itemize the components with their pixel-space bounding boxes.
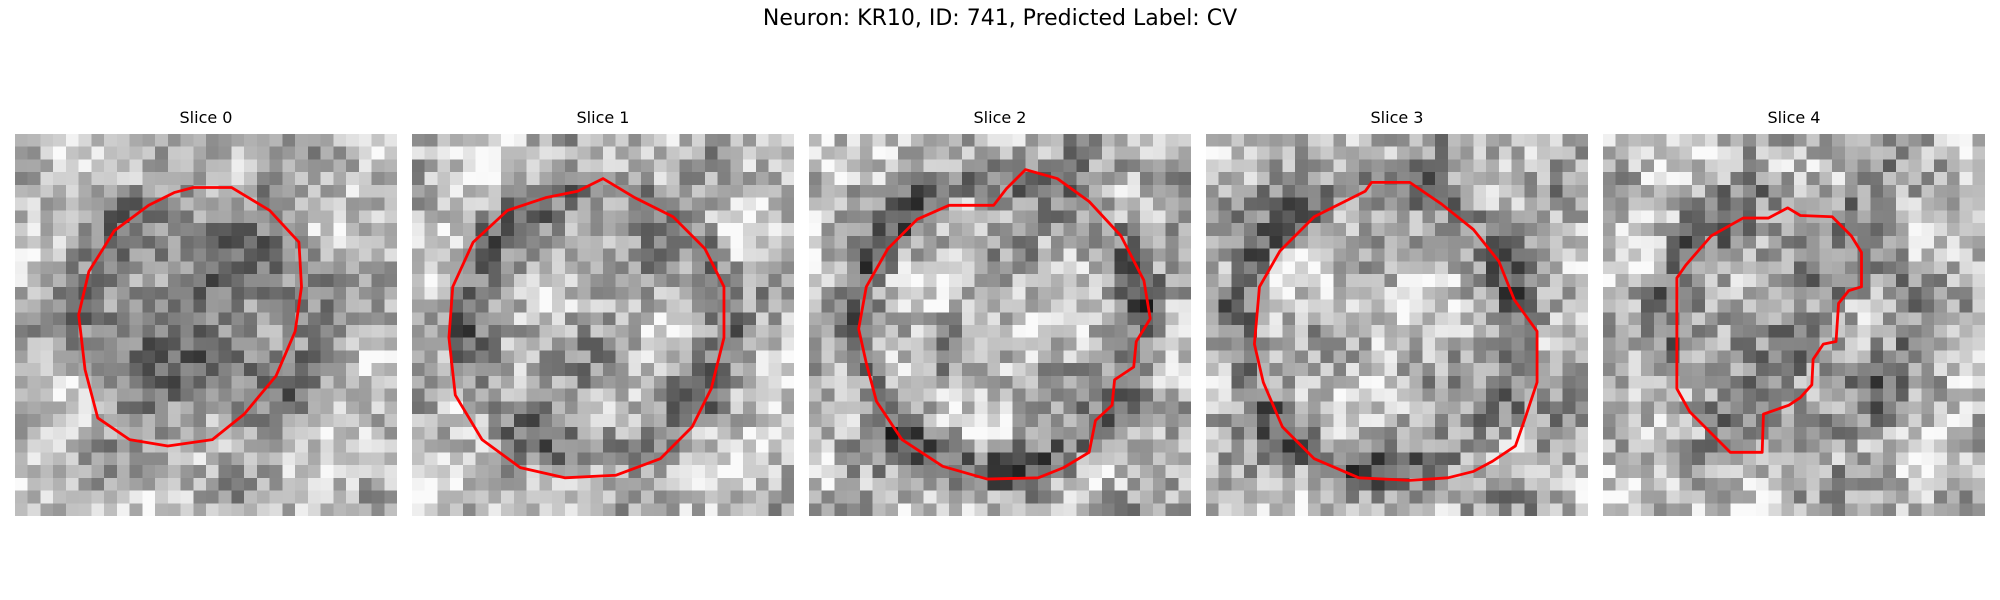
slice-title-0: Slice 0 (179, 108, 233, 127)
slice-title-4: Slice 4 (1767, 108, 1821, 127)
figure-title: Neuron: KR10, ID: 741, Predicted Label: … (762, 6, 1238, 31)
slice-image-4 (1603, 134, 1985, 516)
slice-title-1: Slice 1 (576, 108, 630, 127)
slice-title-2: Slice 2 (973, 108, 1027, 127)
pixel-grid (412, 134, 794, 516)
slice-image-0 (15, 134, 397, 516)
pixel-grid (15, 134, 397, 516)
segmentation-contour (77, 186, 303, 448)
pixel-grid (1206, 134, 1588, 516)
segmentation-contour (1675, 206, 1863, 454)
pixel-grid (809, 134, 1191, 516)
slice-title-3: Slice 3 (1370, 108, 1424, 127)
slice-image-3 (1206, 134, 1588, 516)
segmentation-contour (1252, 180, 1539, 482)
pixel-grid (1603, 134, 1985, 516)
segmentation-contour (857, 168, 1152, 481)
slice-image-2 (809, 134, 1191, 516)
slice-image-1 (412, 134, 794, 516)
segmentation-contour (447, 177, 726, 480)
